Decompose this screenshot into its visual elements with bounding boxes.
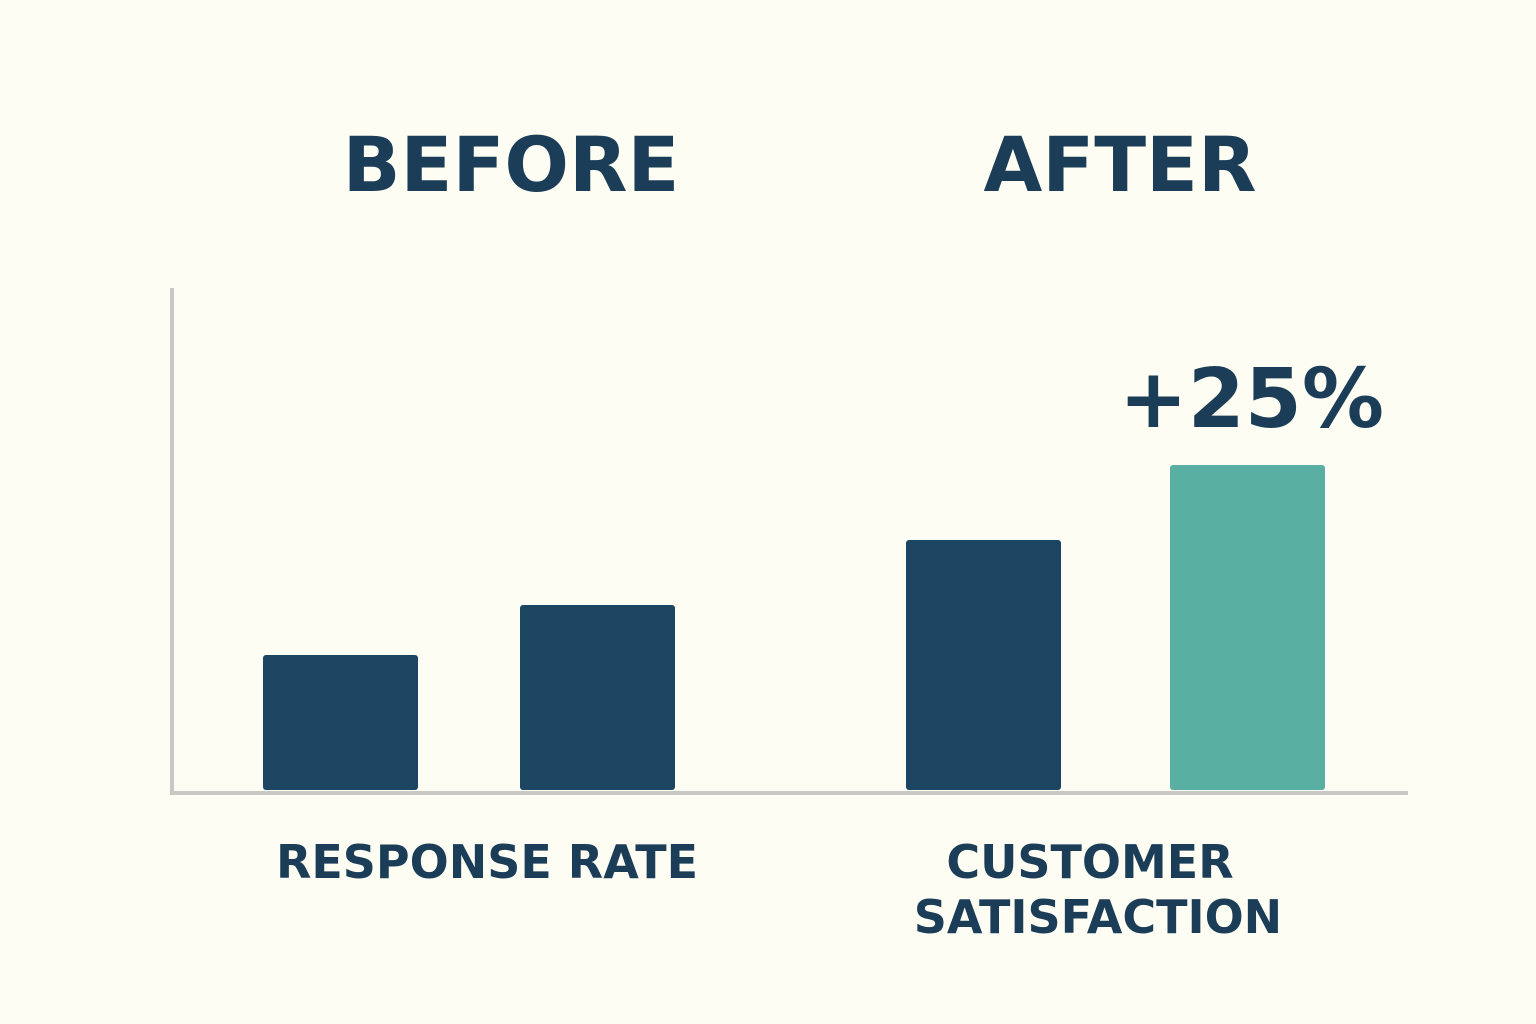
bar-group1-bar1 xyxy=(1170,465,1325,790)
category-label-line: SATISFACTION xyxy=(914,890,1282,944)
axes xyxy=(170,288,1408,795)
category-label-line: RESPONSE RATE xyxy=(276,835,698,889)
category-label-customer-satisfaction: CUSTOMER SATISFACTION xyxy=(914,835,1282,944)
bars xyxy=(263,465,1325,790)
category-label-response-rate: RESPONSE RATE xyxy=(276,835,698,889)
annotation-label: +25% xyxy=(1119,352,1384,447)
heading-before: BEFORE xyxy=(343,120,680,209)
category-label-line: CUSTOMER xyxy=(946,835,1233,889)
heading-after: AFTER xyxy=(983,120,1256,209)
headings: BEFORE AFTER xyxy=(343,120,1257,209)
bar-group0-bar1 xyxy=(520,605,675,790)
bar-group0-bar0 xyxy=(263,655,418,790)
category-labels: RESPONSE RATE CUSTOMER SATISFACTION xyxy=(276,835,1282,944)
bar-group1-bar0 xyxy=(906,540,1061,790)
